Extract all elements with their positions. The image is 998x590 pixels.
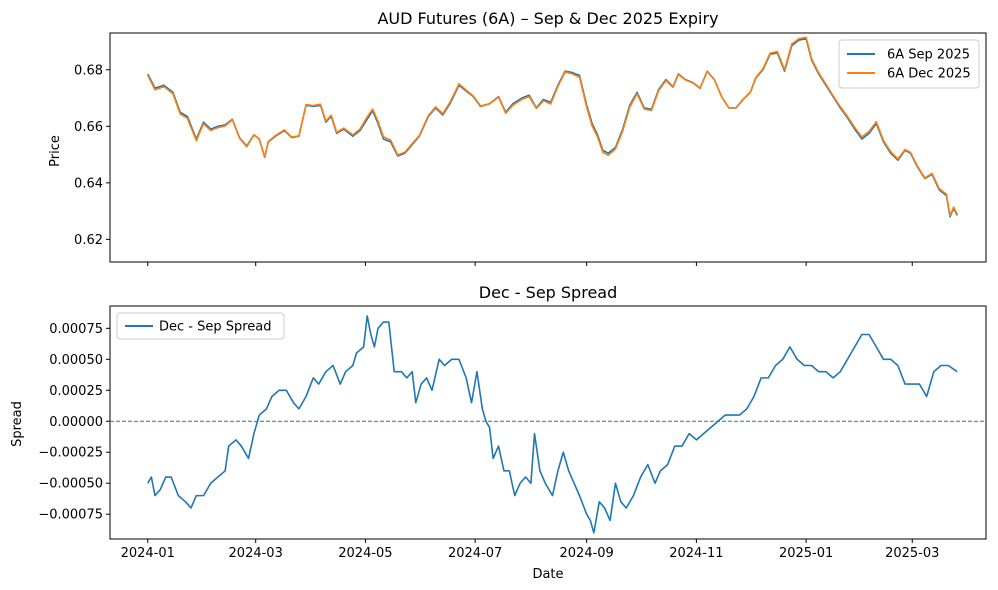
spread-x-axis: 2024-01 2024-03 2024-05 2024-07 2024-09 2024-… <box>121 539 939 561</box>
price-series-line-1 <box>147 37 958 218</box>
spread-y-tick-label: −0.00050 <box>38 477 103 492</box>
spread-y-axis: −0.00075 −0.00050 −0.00025 0.00000 0.00025 0.… <box>38 322 110 523</box>
spread-x-tick-label: 2025-01 <box>779 546 833 561</box>
spread-x-tick-label: 2025-03 <box>885 546 939 561</box>
price-plot-frame <box>109 32 987 263</box>
spread-y-tick-label: −0.00025 <box>38 446 103 461</box>
spread-series-line-1 <box>147 315 958 534</box>
spread-x-tick-label: 2024-09 <box>560 546 614 561</box>
legend-label-spread: Dec - Sep Spread <box>159 320 272 335</box>
spread-y-tick-label: −0.00075 <box>38 508 103 523</box>
spread-x-tick-label: 2024-05 <box>338 546 392 561</box>
price-y-axis-label: Price <box>48 135 63 167</box>
spread-chart-title: Dec - Sep Spread <box>479 283 618 302</box>
spread-y-tick-label: 0.00025 <box>49 384 103 399</box>
spread-y-tick-label: 0.00075 <box>49 322 103 337</box>
spread-x-tick-label: 2024-07 <box>448 546 502 561</box>
spread-y-axis-label: Spread <box>10 401 25 447</box>
spread-y-tick-label: 0.00000 <box>49 415 103 430</box>
price-legend: 6A Sep 2025 6A Dec 2025 <box>838 39 980 89</box>
spread-x-axis-label: Date <box>532 567 563 582</box>
price-panel: AUD Futures (6A) – Sep & Dec 2025 Expiry… <box>48 9 987 266</box>
spread-series-lines <box>147 315 958 534</box>
spread-y-tick-label: 0.00050 <box>49 353 103 368</box>
price-series-lines <box>147 36 958 218</box>
spread-legend-box <box>116 312 285 340</box>
price-series-line-2 <box>147 36 958 217</box>
spread-plot-frame <box>109 305 987 540</box>
legend-label-sep: 6A Sep 2025 <box>887 48 970 63</box>
legend-label-dec: 6A Dec 2025 <box>887 67 971 82</box>
price-y-tick-label: 0.68 <box>74 63 103 78</box>
spread-x-tick-label: 2024-01 <box>121 546 175 561</box>
spread-legend: Dec - Sep Spread <box>116 312 285 340</box>
price-x-axis <box>147 262 913 266</box>
price-y-axis: 0.62 0.64 0.66 0.68 <box>74 63 110 248</box>
price-y-tick-label: 0.62 <box>74 233 103 248</box>
price-chart-title: AUD Futures (6A) – Sep & Dec 2025 Expiry <box>377 9 718 28</box>
price-y-tick-label: 0.64 <box>74 176 103 191</box>
spread-panel: Dec - Sep Spread Spread Date −0.00075−0.… <box>10 283 987 582</box>
price-legend-box <box>838 39 980 89</box>
spread-x-tick-label: 2024-11 <box>669 546 723 561</box>
price-y-tick-label: 0.66 <box>74 120 103 135</box>
spread-x-tick-label: 2024-03 <box>229 546 283 561</box>
